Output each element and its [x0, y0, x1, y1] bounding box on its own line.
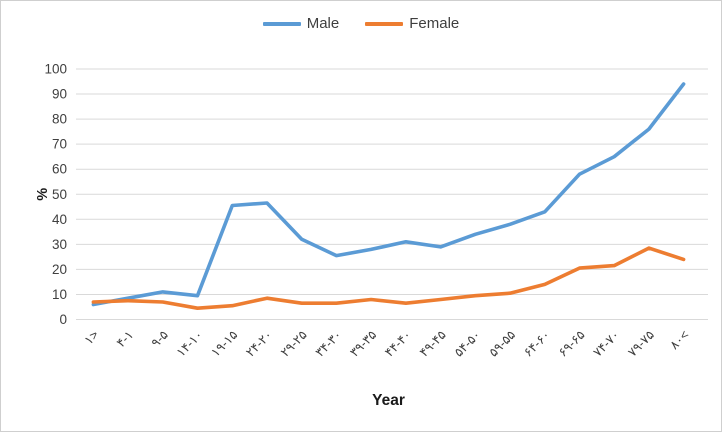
x-tick-label: ۸۰<: [667, 328, 692, 353]
x-tick-label: ۱۴-۱۰: [174, 328, 206, 360]
x-tick-label: ۱۹-۱۵: [209, 328, 241, 360]
x-tick-label: ۹-۵: [149, 328, 172, 351]
x-tick-label: ۴۹-۴۵: [417, 328, 449, 360]
y-tick-label: 50: [52, 187, 67, 202]
x-tick-label: ۳۹-۳۵: [347, 328, 379, 360]
y-tick-label: 20: [52, 262, 67, 277]
y-tick-label: 0: [59, 312, 67, 327]
x-tick-label: ۵۹-۵۵: [486, 328, 518, 360]
x-tick-label: ۱>: [82, 328, 102, 348]
y-axis-title: %: [35, 188, 51, 201]
x-tick-label: ۴۴-۴۰: [382, 328, 414, 360]
legend-label-female: Female: [409, 15, 460, 32]
x-tick-label: ۷۴-۷۰: [590, 328, 622, 360]
male-line-swatch: [262, 21, 301, 26]
y-tick-label: 70: [52, 137, 67, 152]
x-tick-label: ۲۴-۲۰: [243, 328, 275, 360]
legend-item-male[interactable]: Male: [262, 15, 340, 32]
y-tick-label: 10: [52, 287, 67, 302]
y-tick-label: 100: [44, 62, 67, 77]
y-tick-label: 30: [52, 237, 67, 252]
y-tick-label: 40: [52, 212, 67, 227]
y-tick-label: 90: [52, 87, 67, 102]
x-tick-label: ۶۴-۶۰: [521, 328, 553, 360]
legend-item-female[interactable]: Female: [365, 15, 459, 32]
x-tick-label: ۵۴-۵۰: [452, 328, 484, 360]
y-tick-label: 60: [52, 162, 67, 177]
chart-legend: Male Female: [1, 15, 721, 32]
x-tick-label: ۲۹-۲۵: [278, 328, 310, 360]
x-tick-label: ۳۴-۳۰: [313, 328, 345, 360]
x-tick-label: ۷۹-۷۵: [625, 328, 657, 360]
x-tick-label: ۶۹-۶۵: [556, 328, 588, 360]
legend-label-male: Male: [306, 15, 340, 32]
y-tick-label: 80: [52, 112, 67, 127]
female-line-swatch: [365, 21, 404, 26]
x-axis-title: Year: [372, 392, 405, 409]
x-tick-label: ۴-۱: [114, 328, 136, 350]
female-line: [91, 246, 686, 311]
male-line: [91, 82, 686, 307]
